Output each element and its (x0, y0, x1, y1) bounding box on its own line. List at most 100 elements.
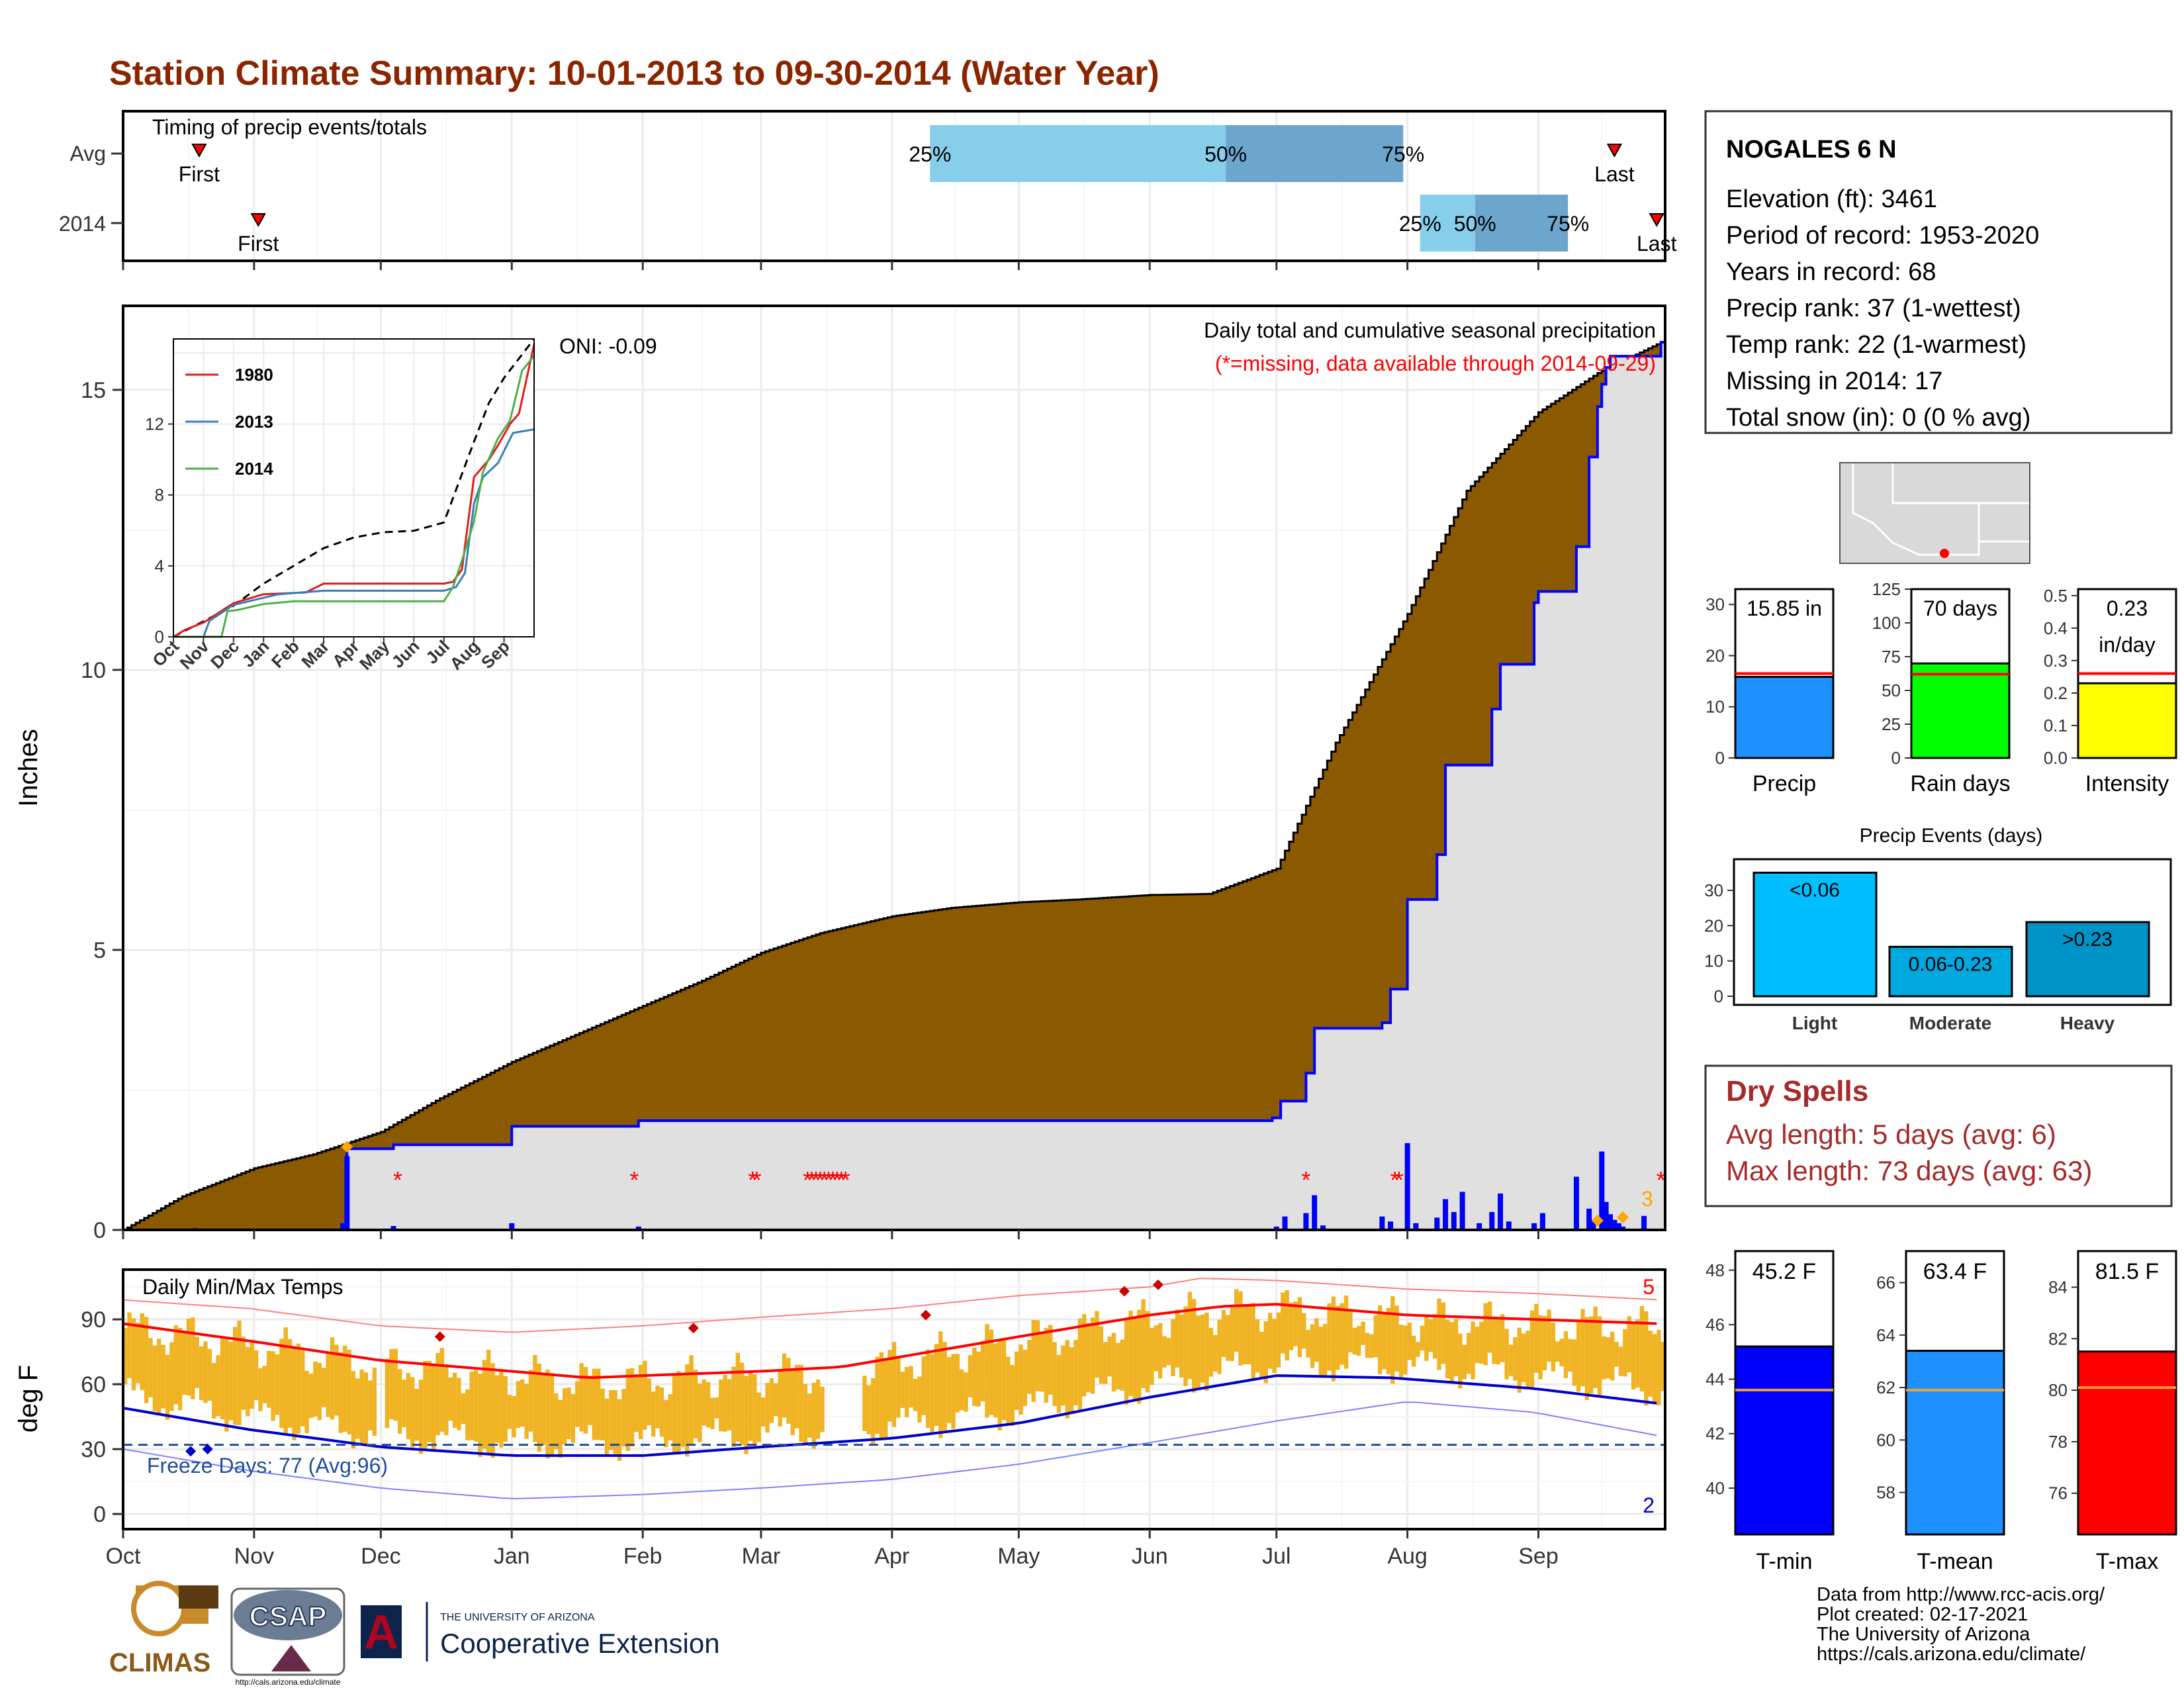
daily-temp-bar (1377, 1305, 1383, 1374)
daily-temp-bar (1403, 1325, 1408, 1375)
temp-y-tick-label: 82 (2048, 1329, 2068, 1348)
daily-temp-bar (452, 1372, 457, 1429)
daily-temp-bar (246, 1346, 250, 1417)
daily-precip-bar (1586, 1208, 1592, 1230)
daily-temp-bar (909, 1366, 913, 1408)
daily-temp-bar (1031, 1319, 1036, 1402)
station-line: Total snow (in): 0 (0 % avg) (1726, 404, 2030, 432)
daily-temp-bar (1373, 1315, 1378, 1358)
daily-temp-bar (385, 1358, 390, 1429)
daily-temp-bar (1623, 1329, 1627, 1377)
daily-temp-bar (884, 1358, 888, 1438)
page-title: Station Climate Summary: 10-01-2013 to 0… (109, 54, 1160, 93)
percentile-label: 50% (1205, 142, 1247, 166)
daily-temp-bar (570, 1393, 576, 1443)
missing-marker: * (833, 1166, 842, 1194)
daily-temp-bar (1610, 1331, 1615, 1381)
daily-temp-bar (596, 1368, 601, 1440)
daily-temp-bar (760, 1397, 766, 1427)
avg-min-line (122, 1374, 1657, 1457)
daily-temp-bar (1597, 1316, 1602, 1395)
station-line: Elevation (ft): 3461 (1726, 185, 1937, 213)
daily-temp-bar (1111, 1333, 1116, 1392)
daily-temp-bar (1162, 1336, 1167, 1368)
station-line: Precip rank: 37 (1-wettest) (1726, 295, 2021, 322)
temp-y-tick-label: 84 (2048, 1277, 2068, 1297)
missing-marker: * (811, 1166, 821, 1194)
daily-temp-bar (461, 1393, 466, 1425)
daily-temp-bar (1116, 1342, 1120, 1390)
daily-temp-bar (664, 1399, 668, 1448)
summary-bar-value: in/day (2099, 633, 2155, 657)
daily-temp-bar (258, 1368, 263, 1411)
daily-precip-bar (1573, 1176, 1579, 1230)
station-line: Period of record: 1953-2020 (1726, 222, 2039, 250)
daily-temp-bar (1416, 1342, 1420, 1357)
inset-y-tick-label: 12 (145, 414, 164, 434)
daily-precip-bar (1539, 1213, 1545, 1230)
temp-bar-T-max (2077, 1350, 2177, 1536)
daily-temp-bar (512, 1396, 516, 1438)
precip-event-bar (1888, 945, 2013, 998)
daily-temp-bar (1077, 1318, 1083, 1413)
daily-temp-bar (985, 1324, 989, 1418)
daily-temp-bar (562, 1388, 567, 1444)
daily-temp-bar (393, 1348, 398, 1421)
climas-text: CLIMAS (109, 1648, 210, 1677)
daily-temp-bar (1293, 1301, 1298, 1346)
y-tick-label: 90 (81, 1307, 106, 1333)
footer-line: Plot created: 02-17-2021 (1817, 1604, 2028, 1625)
daily-temp-bar (1314, 1318, 1319, 1362)
temp-bar-value: 63.4 F (1923, 1259, 1987, 1284)
daily-temp-bar (439, 1348, 445, 1432)
temp-y-tick-label: 44 (1706, 1369, 1725, 1389)
daily-temp-bar (752, 1374, 757, 1446)
precip-ylabel: Inches (14, 729, 43, 807)
missing-marker: * (748, 1166, 757, 1194)
daily-temp-bar (1238, 1291, 1243, 1366)
daily-temp-bar (1327, 1303, 1332, 1371)
daily-temp-bar (1517, 1327, 1522, 1393)
y-tick-label: 10 (81, 658, 106, 683)
summary-bar-Precip (1734, 676, 1835, 759)
missing-marker: * (837, 1166, 846, 1194)
daily-temp-bar (1555, 1341, 1560, 1362)
daily-temp-bar (1183, 1306, 1188, 1386)
daily-temp-bar (1538, 1315, 1543, 1380)
daily-temp-bar (140, 1313, 144, 1391)
record-high-marker (1118, 1286, 1130, 1297)
daily-temp-bar (267, 1350, 271, 1408)
summary-y-tick-label: 125 (1872, 579, 1901, 599)
daily-temp-bar (942, 1342, 947, 1430)
daily-temp-bar (1103, 1342, 1108, 1384)
summary-bar-value: 70 days (1923, 596, 1997, 620)
percentile-label: 25% (909, 142, 951, 166)
daily-precip-bar (509, 1223, 515, 1230)
daily-temp-bar (980, 1340, 985, 1402)
temp-bar-name: T-max (2096, 1549, 2158, 1574)
daily-temp-bar (173, 1325, 178, 1405)
daily-temp-bar (702, 1379, 706, 1426)
station-line: Missing in 2014: 17 (1726, 367, 1942, 395)
timing-marker-label: Last (1594, 162, 1635, 186)
daily-temp-bar (769, 1378, 774, 1423)
daily-temp-bar (317, 1362, 322, 1421)
daily-precip-bar (1608, 1214, 1614, 1230)
daily-temp-bar (123, 1328, 128, 1384)
daily-temp-bar (1306, 1330, 1310, 1358)
daily-temp-bar (186, 1318, 191, 1396)
daily-temp-bar (334, 1344, 339, 1416)
summary-y-tick-label: 0.5 (2044, 586, 2068, 606)
temp-lo-count: 2 (1643, 1493, 1655, 1517)
daily-temp-bar (1343, 1295, 1349, 1369)
station-info-box: NOGALES 6 N Elevation (ft): 3461 Period … (1704, 110, 2173, 434)
daily-temp-bar (1394, 1305, 1399, 1372)
daily-temp-bar (338, 1352, 343, 1433)
daily-temp-bar (1014, 1351, 1019, 1410)
daily-temp-bar (790, 1369, 795, 1435)
summary-y-tick-label: 0.3 (2044, 651, 2068, 671)
station-line: Years in record: 68 (1726, 258, 1936, 286)
summary-y-tick-label: 100 (1872, 613, 1901, 633)
daily-temp-bar (1521, 1333, 1526, 1382)
x-tick-label: Jun (1132, 1544, 1168, 1569)
